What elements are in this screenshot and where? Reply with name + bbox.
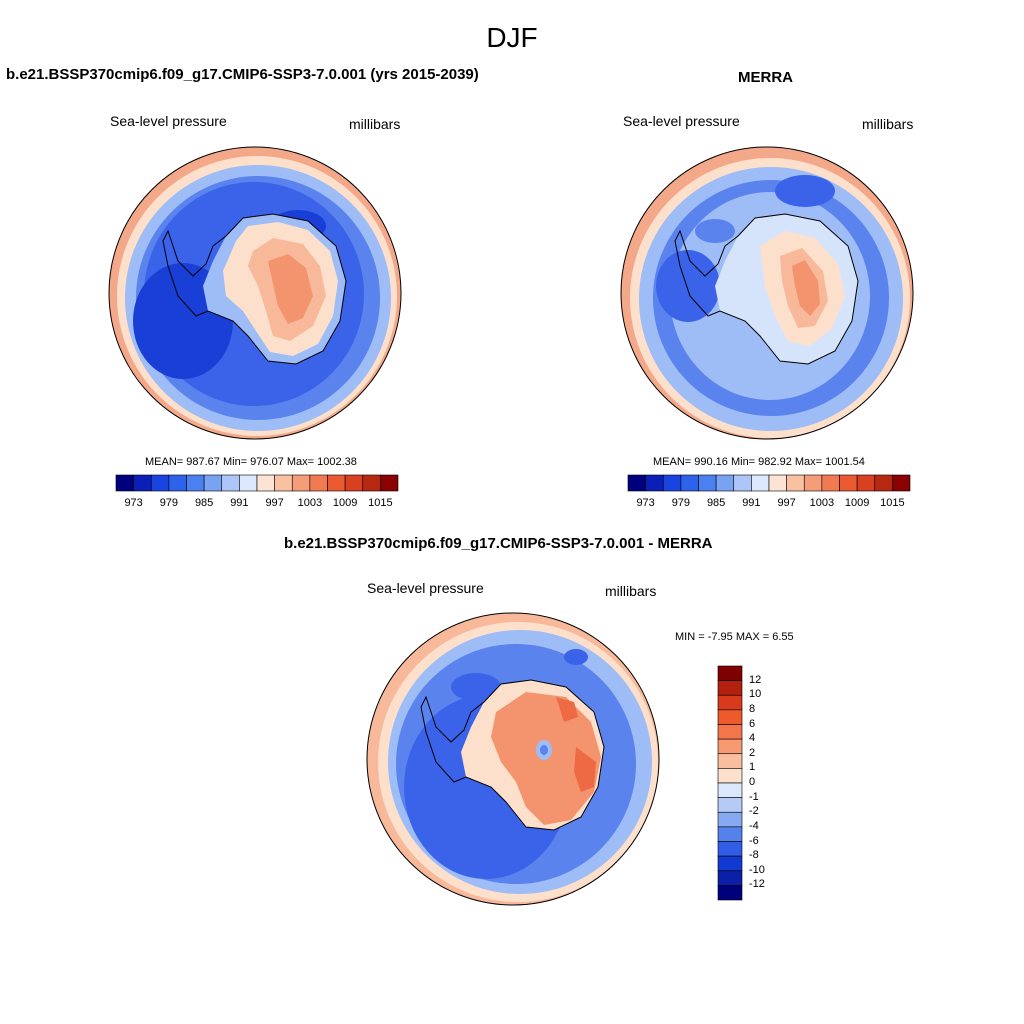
panel3-colorbar-swatch [717,709,743,725]
panel3-polar-map [366,612,660,906]
panel1-colorbar-swatch [150,474,170,492]
panel1-units-label: millibars [349,116,401,132]
panel3-colorbar-label: 1 [749,761,756,774]
panel3-colorbar-label: -1 [749,790,759,803]
panel2-colorbar-swatch [662,474,682,492]
panel2-colorbar-swatch [839,474,858,492]
panel2-colorbar-tick-label: 991 [742,497,761,509]
panel3-colorbar-label: 0 [749,776,756,788]
panel1-colorbar-tick-label: 985 [194,497,214,509]
panel1-polar-map [108,146,402,440]
panel2-colorbar-swatch [892,474,911,492]
panel2-colorbar-swatch [768,474,787,492]
panel2-stats: MEAN= 990.16 Min= 982.92 Max= 1001.54 [653,456,865,468]
panel2-colorbar-tick-label: 1015 [880,497,905,509]
panel2-colorbar-tick-label: 1009 [844,497,870,509]
panel3-variable-label: Sea-level pressure [367,580,484,596]
panel3-colorbar-swatch [717,870,743,886]
panel2-colorbar-swatch [856,474,876,492]
panel3-colorbar-swatch [717,724,743,740]
panel2-colorbar [627,474,911,492]
panel3-colorbar-label: -2 [749,805,759,818]
panel2-colorbar-swatch [715,474,735,492]
panel3-colorbar-swatch [717,797,743,813]
panel3-units-label: millibars [605,583,657,599]
panel2-colorbar-swatch [627,474,646,492]
panel3-colorbar-label: 8 [749,702,756,715]
panel3-colorbar-swatch [717,855,743,872]
panel1-colorbar-swatch [239,474,258,492]
panel2-colorbar-swatch [874,474,893,492]
panel3-colorbar-swatch [717,826,743,842]
panel1-colorbar-tick-label: 997 [265,497,284,509]
season-title: DJF [486,22,538,53]
panel3-colorbar-label: 12 [749,673,762,686]
panel1-colorbar-tick-label: 973 [124,497,143,509]
panel2-colorbar-swatch [751,474,770,492]
panel3-colorbar-label: 6 [749,717,756,730]
panel3-colorbar-swatch [717,665,743,681]
panel2-colorbar-tick-label: 973 [636,497,655,509]
panel1-colorbar-swatch [380,474,399,492]
panel2-colorbar-swatch [786,474,805,492]
panel1-title: b.e21.BSSP370cmip6.f09_g17.CMIP6-SSP3-7.… [6,66,479,83]
panel3-colorbar-label: -6 [749,834,759,847]
panel1-colorbar-swatch [274,474,293,492]
panel1-colorbar-swatch [256,474,275,492]
panel1-colorbar-tick-label: 991 [230,497,249,509]
panel2-colorbar-swatch [698,474,717,492]
panel2-colorbar-tick-label: 985 [706,497,726,509]
panel1-colorbar-swatch [115,474,134,492]
panel3-colorbar-swatch [717,811,743,828]
panel3-colorbar-label: 2 [749,746,756,759]
panel3-colorbar [717,665,743,901]
panel3-colorbar-label: -12 [749,878,765,891]
panel1-colorbar-swatch [221,474,240,492]
panel1-colorbar-swatch [362,474,381,492]
panel2-variable-label: Sea-level pressure [623,113,740,129]
panel2-colorbar-tick-label: 1003 [809,497,835,509]
panel1-colorbar-swatch [291,474,311,492]
panel3-title: b.e21.BSSP370cmip6.f09_g17.CMIP6-SSP3-7.… [284,535,713,552]
panel1-colorbar-tick-label: 1009 [332,497,358,509]
panel3-colorbar-swatch [717,885,743,901]
panel2-colorbar-swatch [803,474,823,492]
panel2-colorbar-tick-label: 979 [671,497,691,509]
panel1-colorbar-tick-label: 1015 [368,497,393,509]
panel2-title: MERRA [738,69,793,86]
panel3-colorbar-swatch [717,738,743,755]
panel1-colorbar-swatch [344,474,364,492]
panel2-colorbar-swatch [645,474,664,492]
panel3-colorbar-label: 4 [749,732,756,745]
panel3-colorbar-label: -4 [749,819,759,832]
panel3-colorbar-swatch [717,694,743,711]
panel2-colorbar-swatch [680,474,699,492]
panel2-units-label: millibars [862,116,914,132]
panel2-polar-map [620,146,914,440]
panel1-colorbar-swatch [133,474,152,492]
panel2-colorbar-tick-label: 997 [777,497,796,509]
panel3-colorbar-label: -10 [749,863,765,876]
panel1-colorbar-tick-label: 1003 [297,497,323,509]
panel3-colorbar-label: 10 [749,688,762,701]
panel1-colorbar-swatch [309,474,328,492]
panel1-colorbar [115,474,399,492]
panel3-colorbar-swatch [717,841,743,857]
panel2-colorbar-swatch [733,474,752,492]
panel1-variable-label: Sea-level pressure [110,113,227,129]
panel3-stats: MIN = -7.95 MAX = 6.55 [675,631,794,643]
panel3-colorbar-swatch [717,680,743,696]
panel2-colorbar-swatch [821,474,840,492]
panel1-colorbar-swatch [168,474,187,492]
panel3-colorbar-swatch [717,782,743,798]
panel1-colorbar-tick-label: 979 [159,497,179,509]
panel3-colorbar-swatch [717,753,743,769]
panel1-colorbar-swatch [327,474,346,492]
panel1-stats: MEAN= 987.67 Min= 976.07 Max= 1002.38 [145,456,357,468]
panel3-colorbar-label: -8 [749,849,759,862]
panel1-colorbar-swatch [186,474,205,492]
panel1-colorbar-swatch [203,474,223,492]
panel3-colorbar-swatch [717,768,743,784]
